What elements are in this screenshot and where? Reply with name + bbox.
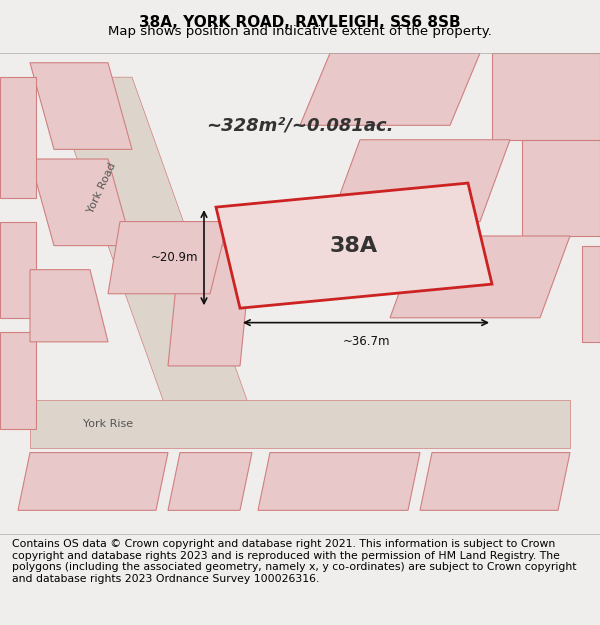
Polygon shape — [108, 221, 228, 294]
Polygon shape — [0, 221, 36, 318]
Polygon shape — [30, 399, 570, 448]
Text: Contains OS data © Crown copyright and database right 2021. This information is : Contains OS data © Crown copyright and d… — [12, 539, 577, 584]
Polygon shape — [390, 236, 570, 318]
Text: 38A, YORK ROAD, RAYLEIGH, SS6 8SB: 38A, YORK ROAD, RAYLEIGH, SS6 8SB — [139, 15, 461, 30]
Polygon shape — [0, 77, 36, 198]
Polygon shape — [168, 246, 252, 366]
Polygon shape — [330, 140, 510, 221]
Text: 38A: 38A — [330, 236, 378, 256]
Polygon shape — [0, 332, 36, 429]
Polygon shape — [258, 452, 420, 510]
Polygon shape — [300, 53, 480, 125]
Polygon shape — [492, 53, 600, 140]
Polygon shape — [582, 246, 600, 342]
Polygon shape — [18, 452, 168, 510]
Polygon shape — [30, 62, 132, 149]
Text: York Rise: York Rise — [83, 419, 133, 429]
Polygon shape — [48, 77, 252, 414]
Text: York Road: York Road — [86, 161, 118, 215]
Text: ~36.7m: ~36.7m — [342, 334, 390, 348]
Polygon shape — [420, 452, 570, 510]
Text: ~20.9m: ~20.9m — [151, 251, 198, 264]
Text: ~328m²/~0.081ac.: ~328m²/~0.081ac. — [206, 116, 394, 134]
Text: Map shows position and indicative extent of the property.: Map shows position and indicative extent… — [108, 25, 492, 38]
Polygon shape — [522, 140, 600, 236]
Polygon shape — [216, 183, 492, 308]
Polygon shape — [168, 452, 252, 510]
Polygon shape — [30, 159, 132, 246]
Polygon shape — [30, 270, 108, 342]
